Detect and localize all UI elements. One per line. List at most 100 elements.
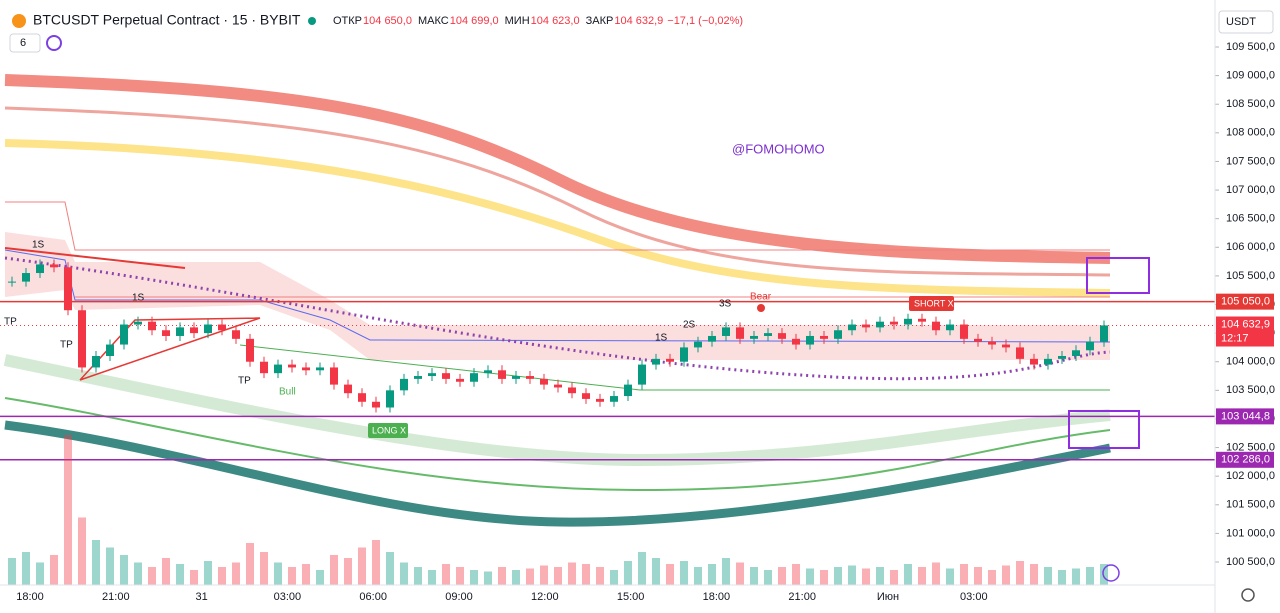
candle <box>736 327 744 339</box>
volume-bar <box>512 570 520 585</box>
candle <box>596 398 604 402</box>
candle <box>218 324 226 331</box>
y-tick-label: 103 500,0 <box>1226 384 1275 396</box>
candle <box>1002 344 1010 348</box>
volume-bar <box>834 567 842 585</box>
x-tick-label: 31 <box>195 591 207 603</box>
candle <box>708 335 716 342</box>
candle <box>120 324 128 345</box>
volume-bar <box>540 565 548 585</box>
settings-icon[interactable] <box>1241 588 1255 602</box>
volume-bar <box>414 567 422 585</box>
candle <box>232 330 240 339</box>
volume-bar <box>92 540 100 585</box>
volume-bar <box>1072 568 1080 585</box>
candle <box>456 378 464 382</box>
candle <box>148 321 156 331</box>
candle <box>8 281 16 283</box>
trend-dotted <box>4 256 1111 381</box>
ohlc-label: ОТКР <box>333 15 362 27</box>
candle <box>176 327 184 336</box>
volume-bar <box>526 568 534 585</box>
candle <box>974 338 982 342</box>
volume-bar <box>400 562 408 585</box>
candle <box>638 364 646 385</box>
volume-bar <box>1100 564 1108 585</box>
volume-bar <box>372 540 380 585</box>
candle <box>540 378 548 385</box>
watermark: @FOMOHOMO <box>732 141 825 156</box>
candle <box>582 393 590 399</box>
price-tag <box>1216 293 1274 310</box>
volume-bar <box>190 570 198 585</box>
ma-line <box>4 106 1111 277</box>
alert-icon[interactable] <box>1102 564 1120 582</box>
x-tick-label: 21:00 <box>102 591 130 603</box>
volume-bar <box>848 565 856 585</box>
volume-bar <box>106 547 114 585</box>
currency-select[interactable] <box>1218 10 1274 34</box>
annotation: TP <box>60 340 73 351</box>
volume-bar <box>974 567 982 585</box>
candle <box>442 373 450 379</box>
candle <box>78 310 86 368</box>
volume-bar <box>260 552 268 585</box>
candle <box>610 396 618 402</box>
volume-bar <box>204 561 212 585</box>
volume-bar <box>316 570 324 585</box>
candle <box>792 338 800 345</box>
candle <box>358 393 366 402</box>
ohlc-label: МАКС <box>418 15 449 27</box>
volume-bar <box>120 555 128 585</box>
volume-bar <box>288 567 296 585</box>
volume-bar <box>470 570 478 585</box>
volume-bar <box>1058 570 1066 585</box>
ohlc-value: 104 699,0 <box>450 15 499 27</box>
ma-line <box>4 397 1111 492</box>
candle <box>414 376 422 379</box>
candle <box>330 367 338 385</box>
candle <box>918 318 926 322</box>
candle <box>260 361 268 374</box>
candle <box>246 338 254 362</box>
price-tag <box>1216 408 1274 425</box>
candle <box>666 358 674 362</box>
candle <box>1044 358 1052 365</box>
volume-bar <box>694 567 702 585</box>
volume-bar <box>722 558 730 585</box>
volume-bar <box>274 562 282 585</box>
volume-bar <box>946 568 954 585</box>
candle <box>1086 341 1094 351</box>
y-tick-label: 100 500,0 <box>1226 556 1275 568</box>
candle <box>22 273 30 282</box>
volume-bar <box>162 558 170 585</box>
annotation: LONG X <box>372 425 406 435</box>
volume-bar <box>960 564 968 585</box>
candle <box>722 327 730 336</box>
candle <box>946 324 954 331</box>
price-tag-label: 102 286,0 <box>1221 454 1270 466</box>
y-tick-label: 101 000,0 <box>1226 527 1275 539</box>
volume-bar <box>1016 561 1024 585</box>
volume-bar <box>666 564 674 585</box>
candle <box>820 335 828 339</box>
indicator-toggle[interactable] <box>9 33 41 53</box>
band-line <box>5 201 1110 251</box>
y-tick-label: 109 500,0 <box>1226 41 1275 53</box>
refresh-icon[interactable] <box>46 35 62 51</box>
price-tag <box>1216 316 1274 347</box>
candle <box>806 335 814 345</box>
volume-bar <box>568 562 576 585</box>
ma-band <box>4 74 1111 264</box>
x-tick-label: 03:00 <box>960 591 988 603</box>
ohlc-value: 104 650,0 <box>363 15 412 27</box>
volume-bar <box>890 570 898 585</box>
x-tick-label: 09:00 <box>445 591 473 603</box>
currency: USDT <box>1226 16 1256 28</box>
candle <box>134 321 142 325</box>
candle <box>316 367 324 371</box>
candle <box>1072 350 1080 356</box>
candle <box>50 264 58 268</box>
candle <box>288 364 296 368</box>
symbol-title[interactable]: BTCUSDT Perpetual Contract · 15 · BYBIT <box>33 12 301 28</box>
